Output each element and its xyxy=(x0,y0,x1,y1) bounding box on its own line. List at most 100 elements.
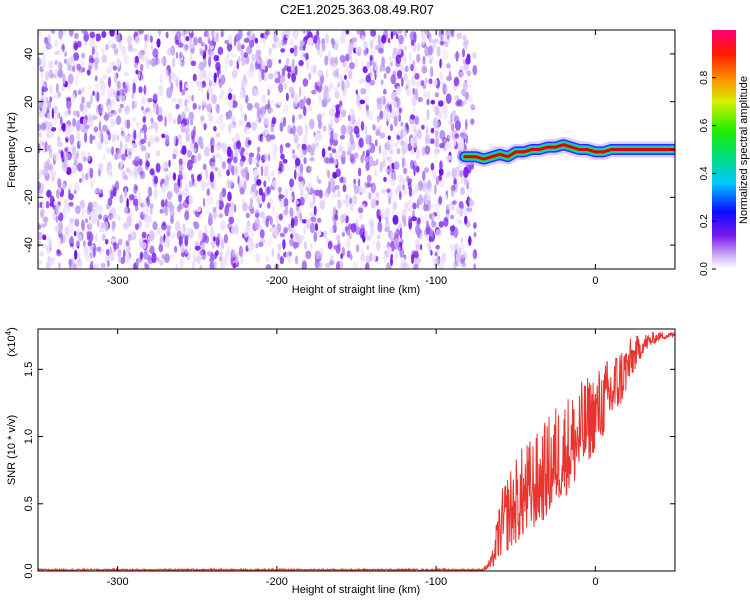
noise-blotch xyxy=(458,219,463,225)
noise-blotch xyxy=(315,141,320,148)
noise-blotch xyxy=(345,193,349,200)
noise-blotch xyxy=(310,216,317,222)
noise-blotch xyxy=(90,260,94,266)
noise-blotch xyxy=(259,229,265,239)
noise-blotch xyxy=(198,105,201,111)
colorbar-gradient xyxy=(712,30,736,269)
noise-blotch xyxy=(42,243,47,249)
noise-blotch xyxy=(401,213,407,224)
noise-blotch xyxy=(434,38,440,43)
noise-blotch xyxy=(368,110,374,121)
noise-blotch xyxy=(225,251,231,259)
noise-blotch xyxy=(48,33,51,45)
noise-blotch xyxy=(181,30,185,37)
noise-blotch xyxy=(365,74,371,83)
noise-blotch xyxy=(349,203,355,211)
noise-blotch xyxy=(329,83,333,89)
noise-blotch xyxy=(146,206,149,213)
noise-blotch xyxy=(119,140,123,151)
noise-blotch xyxy=(188,180,193,188)
noise-blotch xyxy=(210,161,216,170)
noise-blotch xyxy=(188,194,194,206)
noise-blotch xyxy=(133,129,137,140)
noise-blotch xyxy=(279,232,285,238)
noise-blotch xyxy=(74,157,78,168)
noise-blotch xyxy=(427,45,433,56)
noise-blotch xyxy=(265,133,272,142)
noise-blotch xyxy=(87,201,93,213)
noise-blotch xyxy=(341,232,345,237)
noise-blotch xyxy=(349,253,353,261)
noise-blotch xyxy=(50,73,56,79)
noise-blotch xyxy=(148,59,155,65)
noise-blotch xyxy=(379,64,383,73)
noise-blotch xyxy=(397,47,402,56)
noise-blotch xyxy=(227,124,232,133)
noise-blotch xyxy=(350,223,357,233)
noise-blotch xyxy=(77,90,82,96)
noise-blotch xyxy=(44,96,47,103)
noise-blotch xyxy=(279,256,284,265)
noise-blotch xyxy=(166,225,172,231)
noise-blotch xyxy=(394,142,399,148)
noise-blotch xyxy=(243,229,249,238)
noise-blotch xyxy=(178,235,183,247)
noise-blotch xyxy=(244,126,251,135)
y-tick-label: -20 xyxy=(23,189,35,205)
noise-blotch xyxy=(435,120,440,129)
noise-blotch xyxy=(261,60,266,69)
noise-blotch xyxy=(416,147,419,155)
noise-blotch xyxy=(271,117,277,124)
noise-blotch xyxy=(439,160,443,171)
noise-blotch xyxy=(256,49,262,57)
noise-blotch xyxy=(279,144,284,155)
noise-blotch xyxy=(402,126,408,138)
noise-blotch xyxy=(408,186,413,197)
noise-blotch xyxy=(111,220,116,232)
noise-blotch xyxy=(263,180,267,188)
noise-blotch xyxy=(208,87,214,96)
noise-blotch xyxy=(285,205,288,213)
noise-blotch xyxy=(380,214,384,220)
noise-blotch xyxy=(268,99,275,106)
noise-blotch xyxy=(213,125,217,132)
noise-blotch xyxy=(203,123,207,131)
noise-blotch xyxy=(127,212,133,221)
noise-blotch xyxy=(254,102,260,109)
noise-blotch xyxy=(84,218,89,224)
noise-blotch xyxy=(439,71,443,80)
noise-blotch xyxy=(239,186,244,196)
noise-blotch xyxy=(430,66,434,78)
noise-blotch xyxy=(163,167,169,172)
noise-blotch xyxy=(41,223,45,228)
noise-blotch xyxy=(225,202,231,208)
noise-blotch xyxy=(337,190,341,198)
spectrogram-noise xyxy=(38,30,478,269)
noise-blotch xyxy=(364,181,370,188)
noise-blotch xyxy=(143,85,147,95)
noise-blotch xyxy=(303,105,307,117)
noise-blotch xyxy=(56,187,62,194)
noise-blotch xyxy=(282,238,286,250)
noise-blotch xyxy=(406,199,413,208)
noise-blotch xyxy=(118,238,123,246)
noise-blotch xyxy=(75,76,79,87)
noise-blotch xyxy=(366,182,373,188)
noise-blotch xyxy=(100,262,106,268)
noise-blotch xyxy=(274,77,281,84)
noise-blotch xyxy=(144,159,150,171)
noise-blotch xyxy=(234,163,237,175)
noise-blotch xyxy=(299,45,305,51)
noise-blotch xyxy=(434,137,440,148)
noise-blotch xyxy=(342,150,346,158)
noise-blotch xyxy=(55,215,59,223)
noise-blotch xyxy=(429,213,432,220)
noise-blotch xyxy=(301,260,307,269)
noise-blotch xyxy=(94,75,98,82)
noise-blotch xyxy=(286,164,291,172)
noise-blotch xyxy=(108,166,112,178)
noise-blotch xyxy=(72,110,79,117)
noise-blotch xyxy=(193,221,200,230)
noise-blotch xyxy=(395,54,402,64)
